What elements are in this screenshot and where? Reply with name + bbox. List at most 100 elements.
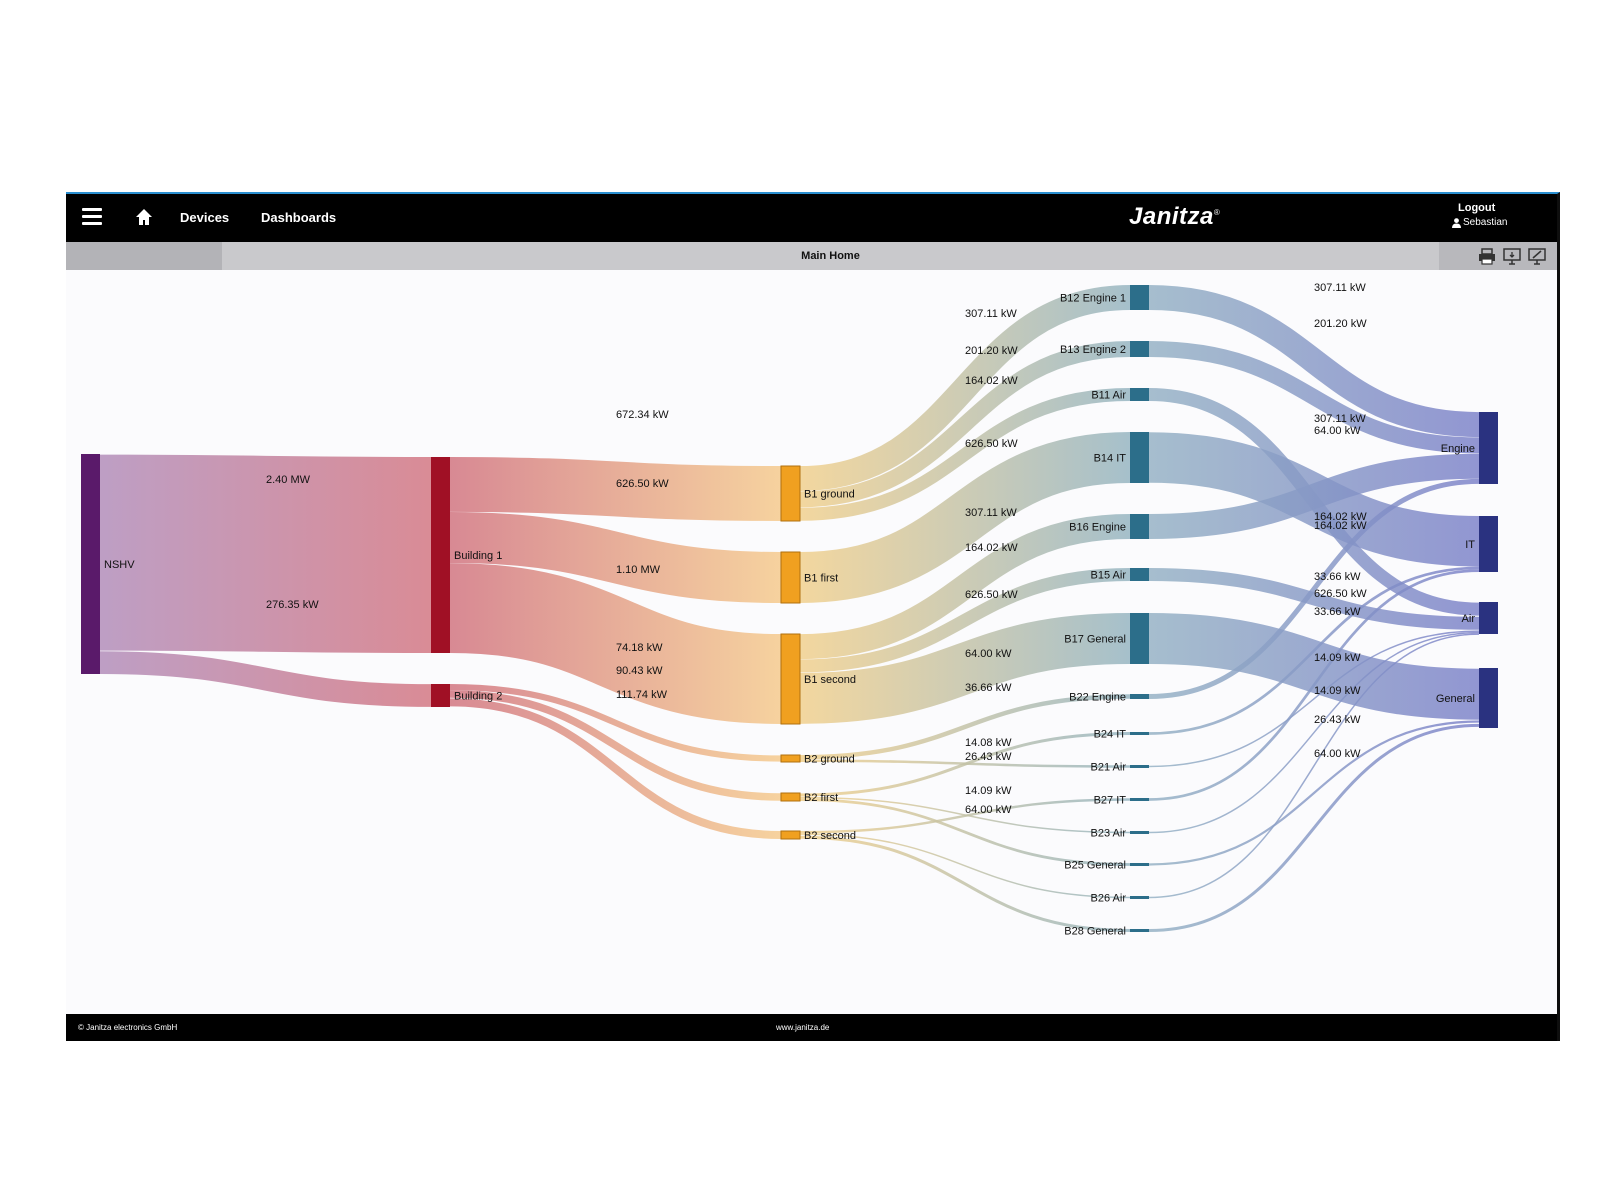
sankey-node-general[interactable] [1479, 668, 1498, 728]
sankey-node-air[interactable] [1479, 602, 1498, 634]
sankey-node-b13-engine-2[interactable] [1130, 341, 1149, 357]
copyright-text: © Janitza electronics GmbH [78, 1023, 178, 1032]
sankey-node-label-b26-air: B26 Air [1091, 893, 1127, 905]
sankey-node-b21-air[interactable] [1130, 765, 1149, 768]
sankey-node-b15-air[interactable] [1130, 568, 1149, 581]
hamburger-menu-icon[interactable] [82, 208, 102, 226]
sankey-link-b12-engine-1-to-engine[interactable] [1148, 285, 1480, 438]
sankey-link-nshv-to-building-1[interactable] [99, 454, 432, 653]
sankey-node-b17-general[interactable] [1130, 613, 1149, 664]
sankey-link-b2-first-to-b25-general[interactable] [799, 798, 1131, 866]
logout-link[interactable]: Logout [1458, 202, 1496, 214]
sankey-node-label-b1-second: B1 second [804, 674, 856, 686]
sankey-node-b27-it[interactable] [1130, 798, 1149, 801]
footer-bar: © Janitza electronics GmbH www.janitza.d… [66, 1014, 1557, 1041]
sankey-link-b25-general-to-general[interactable] [1148, 720, 1480, 866]
sankey-link-b15-air-to-air[interactable] [1148, 568, 1480, 630]
print-icon[interactable] [1477, 246, 1497, 266]
sankey-link-value-label: 672.34 kW [616, 409, 669, 421]
sankey-link-building-1-to-b1-first[interactable] [449, 512, 782, 603]
sankey-node-building-1[interactable] [431, 457, 450, 653]
sankey-node-label-air: Air [1462, 613, 1476, 625]
sankey-node-b24-it[interactable] [1130, 732, 1149, 735]
edit-display-icon[interactable] [1527, 246, 1547, 266]
sankey-node-b2-first[interactable] [780, 792, 801, 802]
sankey-link-b1-second-to-b17-general[interactable] [799, 613, 1131, 724]
sankey-link-value-label: 2.40 MW [266, 474, 311, 486]
sankey-node-b1-ground[interactable] [780, 465, 801, 522]
sankey-link-building-1-to-b1-ground[interactable] [449, 456, 782, 521]
sankey-link-b1-ground-to-b12-engine-1[interactable] [799, 285, 1131, 492]
sankey-link-building-2-to-b2-second[interactable] [449, 698, 782, 839]
sankey-link-b17-general-to-general[interactable] [1148, 613, 1480, 720]
sankey-node-b16-engine[interactable] [1130, 514, 1149, 539]
sankey-link-value-label: 201.20 kW [965, 345, 1018, 357]
sankey-node-label-building-2: Building 2 [454, 691, 502, 703]
brand-logo: Janitza® [1129, 203, 1220, 231]
sankey-node-nshv[interactable] [81, 454, 100, 674]
sankey-link-b22-engine-to-engine[interactable] [1148, 478, 1480, 699]
sankey-node-b26-air[interactable] [1130, 896, 1149, 899]
sankey-node-label-building-1: Building 1 [454, 550, 502, 562]
sankey-link-value-label: 307.11 kW [1314, 282, 1366, 294]
sankey-node-b2-second[interactable] [780, 830, 801, 840]
sankey-node-b25-general[interactable] [1130, 863, 1149, 866]
sankey-node-b23-air[interactable] [1130, 831, 1149, 834]
sankey-node-engine[interactable] [1479, 412, 1498, 484]
home-icon[interactable] [134, 207, 154, 227]
sankey-link-building-2-to-b2-first[interactable] [449, 690, 782, 801]
user-info: Sebastian [1452, 217, 1507, 228]
display-icon[interactable] [1502, 246, 1522, 266]
sankey-link-b28-general-to-general[interactable] [1148, 723, 1480, 932]
sankey-node-label-it: IT [1465, 539, 1475, 551]
nav-dashboards-link[interactable]: Dashboards [261, 210, 337, 225]
sankey-link-b1-second-to-b15-air[interactable] [799, 568, 1131, 673]
sankey-link-value-label: 36.66 kW [965, 682, 1012, 694]
page-title: Main Home [801, 250, 860, 262]
sankey-link-b23-air-to-air[interactable] [1148, 631, 1480, 834]
sankey-link-b2-ground-to-b22-engine[interactable] [799, 694, 1131, 760]
sankey-link-b11-air-to-air[interactable] [1148, 388, 1480, 616]
sankey-link-b1-first-to-b14-it[interactable] [799, 432, 1131, 603]
nav-devices-link[interactable]: Devices [180, 210, 230, 225]
sankey-link-b26-air-to-air[interactable] [1148, 633, 1480, 899]
sankey-node-b1-first[interactable] [780, 551, 801, 604]
sub-header-bar: Main Home [66, 242, 1557, 270]
sankey-link-b1-ground-to-b11-air[interactable] [799, 388, 1131, 521]
sankey-link-value-label: 64.00 kW [965, 804, 1012, 816]
sankey-link-nshv-to-building-2[interactable] [99, 651, 432, 707]
sankey-link-value-label: 201.20 kW [1314, 318, 1367, 330]
sankey-link-value-label: 626.50 kW [965, 438, 1018, 450]
sankey-link-b2-second-to-b27-it[interactable] [799, 798, 1131, 834]
sankey-link-value-label: 111.74 kW [616, 689, 668, 701]
sankey-node-label-b2-second: B2 second [804, 830, 856, 842]
sankey-link-value-label: 307.11 kW [1314, 413, 1366, 425]
sankey-link-b1-second-to-b16-engine[interactable] [799, 514, 1131, 660]
sankey-node-b12-engine-1[interactable] [1130, 285, 1149, 310]
sankey-link-b21-air-to-air[interactable] [1148, 630, 1480, 768]
sankey-node-label-b2-ground: B2 ground [804, 754, 855, 766]
sankey-node-b1-second[interactable] [780, 633, 801, 725]
sankey-node-b11-air[interactable] [1130, 388, 1149, 401]
sankey-node-it[interactable] [1479, 516, 1498, 572]
user-icon [1452, 217, 1461, 228]
sankey-node-b22-engine[interactable] [1130, 694, 1149, 699]
sankey-link-b1-ground-to-b13-engine-2[interactable] [799, 341, 1131, 508]
sankey-link-value-label: 1.10 MW [616, 564, 661, 576]
sankey-link-building-1-to-b1-second[interactable] [449, 563, 782, 724]
sankey-node-label-b25-general: B25 General [1064, 860, 1126, 872]
sankey-node-b2-ground[interactable] [780, 754, 801, 763]
sankey-node-building-2[interactable] [431, 684, 450, 707]
sankey-node-b14-it[interactable] [1130, 432, 1149, 483]
sankey-link-value-label: 64.00 kW [1314, 425, 1361, 437]
sankey-link-b13-engine-2-to-engine[interactable] [1148, 341, 1480, 454]
sankey-node-label-b16-engine: B16 Engine [1069, 522, 1126, 534]
sankey-link-b2-second-to-b26-air[interactable] [799, 833, 1131, 899]
sankey-link-b2-first-to-b24-it[interactable] [799, 732, 1131, 797]
sankey-node-b28-general[interactable] [1130, 929, 1149, 932]
sankey-node-label-b28-general: B28 General [1064, 926, 1126, 938]
sankey-link-b2-second-to-b28-general[interactable] [799, 835, 1131, 932]
sankey-link-value-label: 64.00 kW [965, 648, 1012, 660]
website-link[interactable]: www.janitza.de [776, 1023, 830, 1032]
sankey-link-building-2-to-b2-ground[interactable] [449, 684, 782, 762]
